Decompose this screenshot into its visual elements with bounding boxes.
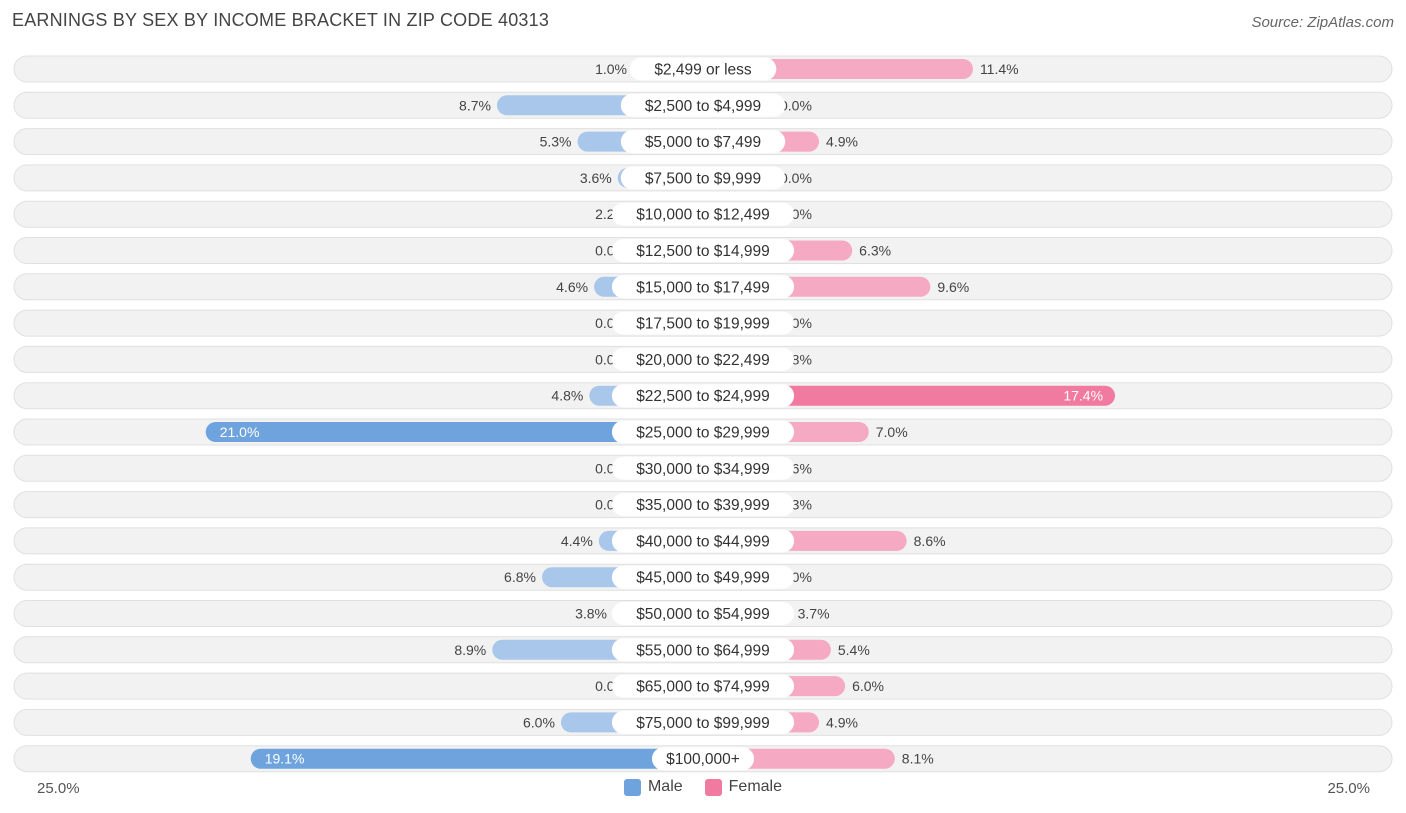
category-pill <box>611 275 795 299</box>
male-value-label: 3.6% <box>580 170 612 186</box>
bar-chart: 1.0% 11.4% $2,499 or less 8.7% 0.0% $2,500 to… <box>13 55 1393 773</box>
source-label: Source: ZipAtlas.com <box>1251 14 1394 31</box>
female-value-label: 4.9% <box>826 714 858 730</box>
category-pill <box>620 166 786 190</box>
category-label: $17,500 to $19,999 <box>636 316 770 333</box>
axis-left-label: 25.0% <box>37 780 80 797</box>
male-value-label: 3.8% <box>575 606 607 622</box>
category-label: $65,000 to $74,999 <box>636 679 770 696</box>
category-label: $75,000 to $99,999 <box>636 715 770 732</box>
category-pill <box>611 529 795 553</box>
male-value-label: 4.4% <box>561 533 593 549</box>
category-pill <box>651 747 755 771</box>
category-pill <box>620 130 786 154</box>
female-value-label: 8.1% <box>902 751 934 767</box>
female-bar <box>703 385 1116 406</box>
category-label: $35,000 to $39,999 <box>636 497 770 514</box>
female-value-label: 6.3% <box>859 243 891 259</box>
category-pill <box>611 710 795 734</box>
axis-right-label: 25.0% <box>1327 780 1370 797</box>
category-label: $20,000 to $22,499 <box>636 352 770 369</box>
category-label: $12,500 to $14,999 <box>636 243 770 260</box>
female-value-label: 11.4% <box>980 61 1019 77</box>
category-label: $5,000 to $7,499 <box>645 134 761 151</box>
male-value-label: 19.1% <box>265 751 305 767</box>
male-bar <box>205 422 703 442</box>
category-label: $50,000 to $54,999 <box>636 606 770 623</box>
male-value-label: 6.8% <box>504 569 536 585</box>
male-value-label: 8.9% <box>454 642 486 658</box>
category-pill <box>611 493 795 517</box>
category-label: $55,000 to $64,999 <box>636 642 770 659</box>
category-label: $30,000 to $34,999 <box>636 461 770 478</box>
category-pill <box>611 565 795 589</box>
female-value-label: 0.0% <box>780 170 812 186</box>
female-value-label: 4.9% <box>826 134 858 150</box>
female-value-label: 7.0% <box>876 424 908 440</box>
male-bar <box>250 748 703 769</box>
male-value-label: 1.0% <box>595 61 627 77</box>
female-value-label: 3.7% <box>798 606 830 622</box>
category-label: $2,500 to $4,999 <box>645 98 761 115</box>
male-value-label: 21.0% <box>220 424 260 440</box>
category-pill <box>611 638 795 662</box>
category-label: $2,499 or less <box>654 62 752 79</box>
legend-item-male[interactable]: Male <box>623 778 683 796</box>
category-pill <box>611 202 795 226</box>
category-pill <box>611 311 795 335</box>
male-value-label: 6.0% <box>523 714 555 730</box>
category-pill <box>611 384 795 408</box>
chart-title: EARNINGS BY SEX BY INCOME BRACKET IN ZIP… <box>12 10 550 30</box>
legend-swatch-male <box>623 778 641 796</box>
female-value-label: 0.0% <box>780 97 812 113</box>
category-pill <box>629 57 777 81</box>
category-pill <box>611 239 795 262</box>
male-value-label: 4.6% <box>556 279 588 295</box>
female-value-label: 9.6% <box>937 279 969 295</box>
category-pill <box>611 420 795 444</box>
category-pill <box>620 93 786 117</box>
category-label: $7,500 to $9,999 <box>645 170 761 187</box>
category-pill <box>611 602 795 625</box>
female-value-label: 17.4% <box>1063 388 1103 404</box>
legend-item-female[interactable]: Female <box>704 778 783 796</box>
male-value-label: 8.7% <box>459 97 491 113</box>
male-value-label: 5.3% <box>540 134 572 150</box>
category-label: $22,500 to $24,999 <box>636 388 770 405</box>
category-pill <box>611 456 795 480</box>
category-pill <box>611 347 795 371</box>
category-label: $15,000 to $17,499 <box>636 279 770 296</box>
category-label: $100,000+ <box>666 751 740 768</box>
female-value-label: 5.4% <box>838 642 870 658</box>
category-label: $25,000 to $29,999 <box>636 425 770 442</box>
female-value-label: 8.6% <box>914 533 946 549</box>
category-label: $45,000 to $49,999 <box>636 570 770 587</box>
legend-swatch-female <box>704 778 722 796</box>
category-pill <box>611 674 795 698</box>
category-label: $10,000 to $12,499 <box>636 207 770 224</box>
female-value-label: 6.0% <box>852 678 884 694</box>
legend-label-female: Female <box>728 778 783 795</box>
category-label: $40,000 to $44,999 <box>636 533 770 550</box>
male-value-label: 4.8% <box>551 388 583 404</box>
legend-label-male: Male <box>647 778 683 795</box>
legend: Male Female <box>0 778 1406 796</box>
